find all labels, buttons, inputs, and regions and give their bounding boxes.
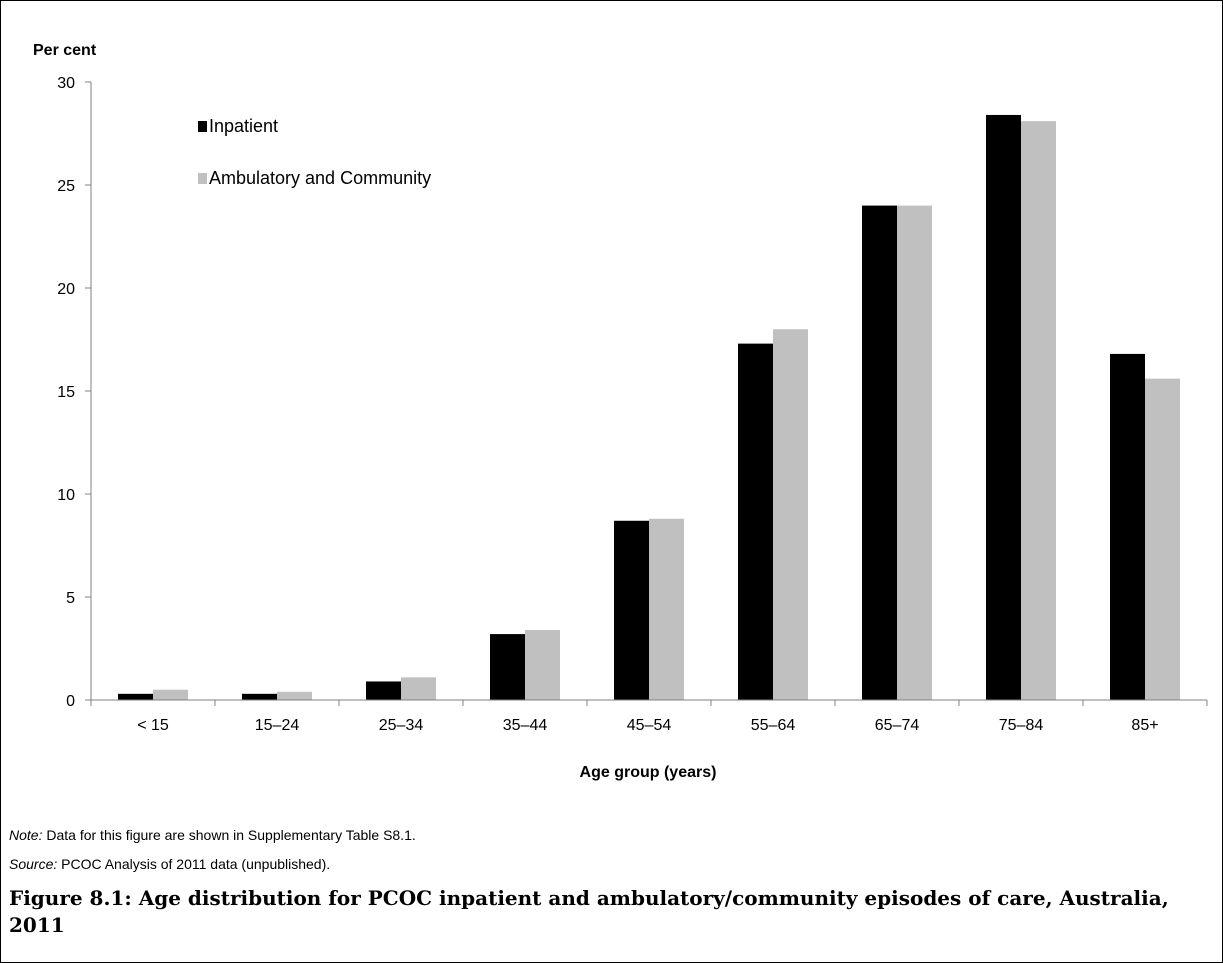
- x-tick-label-0: < 15: [137, 717, 169, 734]
- bar-ambulatory-8: [1145, 378, 1180, 700]
- axes-group: 0 5 10 15 20 25 30 < 15 15–24 25–34 35–44 45–54 55–6…: [57, 75, 1208, 734]
- bar-inpatient-3: [490, 634, 525, 700]
- bar-inpatient-8: [1110, 353, 1145, 700]
- legend-label-1: Ambulatory and Community: [209, 168, 431, 188]
- source-text: PCOC Analysis of 2011 data (unpublished)…: [57, 856, 331, 872]
- bar-chart: Per cent Age group (years) 0 5 10 15 20 25 30 <…: [33, 42, 1208, 781]
- source-label: Source:: [9, 856, 58, 872]
- x-axis-label: Age group (years): [580, 764, 717, 781]
- x-tick-label-2: 25–34: [379, 717, 424, 734]
- x-tick-label-4: 45–54: [627, 717, 672, 734]
- legend-label-0: Inpatient: [209, 116, 278, 136]
- y-tick-label-6: 30: [57, 75, 75, 92]
- bar-inpatient-6: [862, 205, 897, 700]
- x-tick-label-6: 65–74: [875, 717, 920, 734]
- bar-ambulatory-2: [401, 677, 436, 700]
- y-tick-label-0: 0: [66, 693, 75, 710]
- y-tick-label-3: 15: [57, 384, 75, 401]
- legend: Inpatient Ambulatory and Community: [198, 116, 431, 188]
- x-tick-label-7: 75–84: [999, 717, 1044, 734]
- note-text: Data for this figure are shown in Supple…: [42, 827, 416, 843]
- figure-caption: Figure 8.1: Age distribution for PCOC in…: [9, 886, 1169, 937]
- bar-inpatient-4: [614, 520, 649, 700]
- bar-ambulatory-5: [773, 329, 808, 700]
- note-label: Note:: [9, 827, 43, 843]
- bar-ambulatory-4: [649, 518, 684, 700]
- bar-inpatient-5: [738, 343, 773, 700]
- bar-ambulatory-7: [1021, 121, 1056, 700]
- legend-swatch-0: [198, 121, 207, 132]
- note-line: Note: Data for this figure are shown in …: [9, 827, 416, 843]
- bar-inpatient-1: [242, 693, 277, 700]
- x-tick-label-3: 35–44: [503, 717, 548, 734]
- x-tick-label-1: 15–24: [255, 717, 300, 734]
- bar-inpatient-7: [986, 114, 1021, 700]
- y-axis-label: Per cent: [33, 42, 97, 59]
- y-tick-label-2: 10: [57, 487, 75, 504]
- source-line: Source: PCOC Analysis of 2011 data (unpu…: [9, 856, 330, 872]
- bar-ambulatory-3: [525, 629, 560, 700]
- y-tick-label-1: 5: [66, 590, 75, 607]
- x-tick-label-5: 55–64: [751, 717, 796, 734]
- y-tick-label-5: 25: [57, 178, 75, 195]
- x-tick-label-8: 85+: [1131, 717, 1158, 734]
- bars-group: [118, 114, 1180, 700]
- legend-swatch-1: [198, 173, 207, 184]
- bar-inpatient-2: [366, 681, 401, 700]
- bar-ambulatory-1: [277, 691, 312, 700]
- y-tick-label-4: 20: [57, 281, 75, 298]
- bar-ambulatory-0: [153, 689, 188, 700]
- bar-inpatient-0: [118, 693, 153, 700]
- bar-ambulatory-6: [897, 205, 932, 700]
